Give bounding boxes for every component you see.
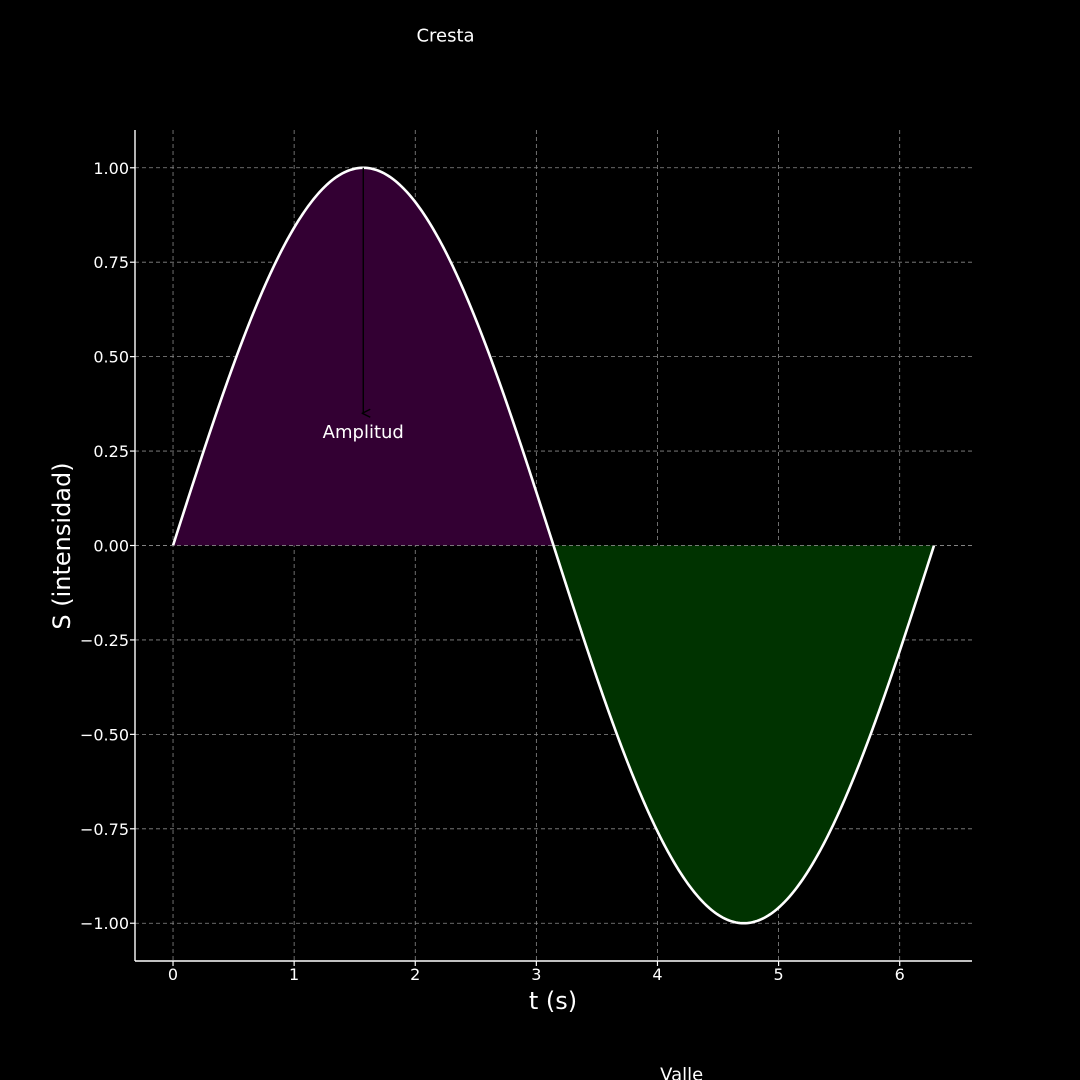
y-tick-label: 0.50	[93, 348, 129, 367]
x-tick-label: 6	[895, 965, 905, 984]
y-tick-label: 0.75	[93, 253, 129, 272]
y-tick-label: −0.75	[80, 820, 129, 839]
annotations: Cresta Amplitud Valle	[323, 26, 704, 1080]
x-axis-title: t (s)	[529, 987, 577, 1015]
x-tick-label: 2	[410, 965, 420, 984]
y-tick-label: 1.00	[93, 159, 129, 178]
annotation-amplitud: Amplitud	[323, 422, 404, 443]
y-tick-label: 0.25	[93, 442, 129, 461]
series-lines	[135, 166, 972, 925]
x-tick-label: 0	[168, 965, 178, 984]
y-tick-label: 0.00	[93, 537, 129, 556]
annotation-valle: Valle	[660, 1064, 703, 1080]
negative-area-fill	[173, 545, 934, 924]
x-tick-label: 3	[531, 965, 541, 984]
y-tick-label: −1.00	[80, 914, 129, 933]
sine-series-line	[171, 166, 936, 925]
y-tick-label: −0.25	[80, 631, 129, 650]
axis-ticks: 0 1 2 3 4 5 6 −1.00 −0.75 −0.50 −0.25 0.00 0.25 0.50 0…	[80, 159, 905, 984]
x-tick-label: 4	[652, 965, 662, 984]
annotation-cresta: Cresta	[416, 26, 474, 47]
y-axis-title: S (intensidad)	[48, 462, 76, 629]
y-tick-label: −0.50	[80, 725, 129, 744]
x-tick-label: 1	[289, 965, 299, 984]
x-tick-label: 5	[773, 965, 783, 984]
